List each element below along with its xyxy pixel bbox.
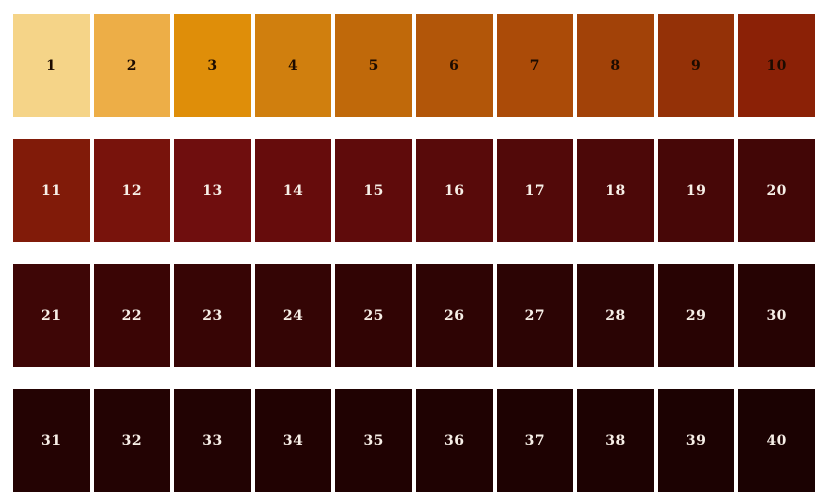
swatch-number: 32: [121, 432, 143, 449]
color-swatch-23[interactable]: 23: [174, 264, 251, 367]
swatch-number: 28: [605, 307, 626, 324]
swatch-number: 25: [363, 307, 384, 324]
swatch-number: 17: [524, 182, 546, 199]
color-swatch-31[interactable]: 31: [13, 389, 90, 492]
color-swatch-22[interactable]: 22: [93, 264, 171, 367]
color-swatch-20[interactable]: 20: [738, 139, 815, 242]
color-swatch-37[interactable]: 37: [496, 389, 574, 492]
color-swatch-36[interactable]: 36: [415, 389, 493, 492]
color-swatch-38[interactable]: 38: [577, 389, 654, 492]
swatch-number: 8: [610, 57, 621, 74]
swatch-number: 27: [524, 307, 546, 324]
color-swatch-18[interactable]: 18: [577, 139, 654, 242]
color-swatch-5[interactable]: 5: [335, 14, 412, 117]
swatch-number: 7: [529, 57, 541, 74]
swatch-number: 20: [766, 182, 787, 199]
swatch-number: 11: [41, 182, 62, 199]
swatch-number: 38: [605, 432, 626, 449]
color-swatch-2[interactable]: 2: [93, 14, 171, 117]
swatch-number: 34: [282, 432, 304, 449]
swatch-number: 9: [690, 57, 702, 74]
swatch-number: 24: [282, 307, 304, 324]
swatch-number: 33: [202, 432, 223, 449]
color-swatch-7[interactable]: 7: [496, 14, 574, 117]
color-swatch-17[interactable]: 17: [496, 139, 574, 242]
swatch-number: 14: [282, 182, 304, 199]
color-swatch-32[interactable]: 32: [93, 389, 171, 492]
swatch-number: 36: [444, 432, 465, 449]
color-swatch-13[interactable]: 13: [174, 139, 251, 242]
color-swatch-8[interactable]: 8: [577, 14, 654, 117]
swatch-number: 31: [41, 432, 62, 449]
swatch-number: 13: [202, 182, 223, 199]
color-swatch-12[interactable]: 12: [93, 139, 171, 242]
color-swatch-14[interactable]: 14: [254, 139, 332, 242]
color-swatch-28[interactable]: 28: [577, 264, 654, 367]
color-swatch-26[interactable]: 26: [415, 264, 493, 367]
swatch-number: 39: [685, 432, 707, 449]
swatch-number: 30: [766, 307, 787, 324]
color-swatch-33[interactable]: 33: [174, 389, 251, 492]
color-swatch-3[interactable]: 3: [174, 14, 251, 117]
color-swatch-1[interactable]: 1: [13, 14, 90, 117]
swatch-number: 12: [121, 182, 143, 199]
swatch-number: 15: [363, 182, 384, 199]
swatch-number: 35: [363, 432, 384, 449]
swatch-number: 3: [207, 57, 218, 74]
swatch-number: 23: [202, 307, 223, 324]
swatch-number: 29: [685, 307, 707, 324]
color-swatch-27[interactable]: 27: [496, 264, 574, 367]
swatch-number: 6: [449, 57, 460, 74]
color-swatch-16[interactable]: 16: [415, 139, 493, 242]
swatch-number: 2: [126, 57, 138, 74]
color-swatch-24[interactable]: 24: [254, 264, 332, 367]
swatch-number: 26: [444, 307, 465, 324]
color-swatch-6[interactable]: 6: [415, 14, 493, 117]
color-swatch-9[interactable]: 9: [657, 14, 735, 117]
swatch-number: 22: [121, 307, 143, 324]
color-swatch-21[interactable]: 21: [13, 264, 90, 367]
color-swatch-30[interactable]: 30: [738, 264, 815, 367]
swatch-number: 10: [766, 57, 787, 74]
swatch-number: 18: [605, 182, 626, 199]
color-swatch-39[interactable]: 39: [657, 389, 735, 492]
color-swatch-29[interactable]: 29: [657, 264, 735, 367]
color-swatch-34[interactable]: 34: [254, 389, 332, 492]
color-swatch-40[interactable]: 40: [738, 389, 815, 492]
swatch-number: 4: [287, 57, 299, 74]
color-swatch-4[interactable]: 4: [254, 14, 332, 117]
swatch-number: 5: [368, 57, 379, 74]
color-swatch-35[interactable]: 35: [335, 389, 412, 492]
color-swatch-10[interactable]: 10: [738, 14, 815, 117]
swatch-number: 16: [444, 182, 465, 199]
swatch-number: 1: [46, 57, 57, 74]
swatch-number: 37: [524, 432, 546, 449]
color-swatch-15[interactable]: 15: [335, 139, 412, 242]
color-swatch-25[interactable]: 25: [335, 264, 412, 367]
swatch-number: 21: [41, 307, 62, 324]
color-swatch-19[interactable]: 19: [657, 139, 735, 242]
swatch-number: 40: [766, 432, 787, 449]
color-swatch-11[interactable]: 11: [13, 139, 90, 242]
swatch-number: 19: [685, 182, 707, 199]
